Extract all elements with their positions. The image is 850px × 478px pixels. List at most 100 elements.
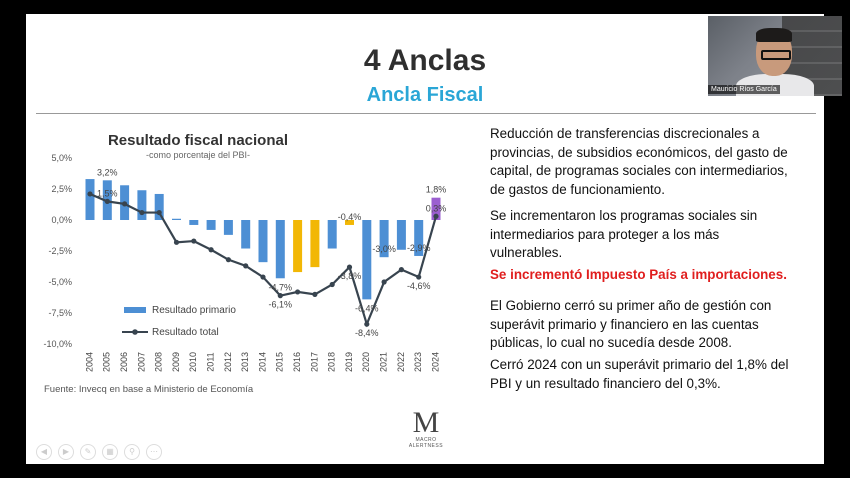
logo-mark: M <box>412 406 440 439</box>
point-total-2015 <box>277 293 283 299</box>
point-total-2017 <box>312 291 318 297</box>
data-label-total-2023: -4,6% <box>407 281 431 291</box>
bar-primario-2008 <box>154 193 164 220</box>
x-tick-label-2004: 2004 <box>84 352 94 372</box>
x-tick-label-2008: 2008 <box>154 352 164 372</box>
webcam-feed: Mauricio Ríos García <box>708 16 842 96</box>
point-total-2008 <box>156 209 162 216</box>
bullet-impuesto-pais: Se incrementó Impuesto País a importacio… <box>490 267 787 282</box>
point-total-2023 <box>416 274 422 280</box>
data-label-primario-2020: -6,4% <box>355 303 379 313</box>
legend-label-total: Resultado total <box>152 327 219 338</box>
x-tick-label-2014: 2014 <box>257 352 267 372</box>
point-total-2004 <box>87 191 93 197</box>
bar-primario-2017 <box>310 220 320 268</box>
zoom-icon[interactable]: ⚲ <box>124 444 140 460</box>
x-tick-label-2020: 2020 <box>361 352 371 372</box>
x-tick-label-2010: 2010 <box>188 352 198 372</box>
point-total-2021 <box>381 279 387 285</box>
y-tick-label: -7,5% <box>48 308 72 318</box>
y-tick-label: -10,0% <box>43 339 72 349</box>
x-tick-label-2018: 2018 <box>327 352 337 372</box>
previous-slide-icon[interactable]: ◀ <box>36 444 52 460</box>
bar-primario-2022 <box>396 220 406 250</box>
data-label-total-2020: -8,4% <box>355 328 379 338</box>
bar-primario-2011 <box>206 220 216 230</box>
data-label-primario-2019: -0,4% <box>338 212 362 222</box>
presentation-controls: ◀ ▶ ✎ ▦ ⚲ ⋯ <box>36 444 162 460</box>
x-tick-label-2011: 2011 <box>205 352 215 371</box>
presenter-glasses <box>761 50 791 60</box>
x-tick-label-2022: 2022 <box>396 352 406 372</box>
bar-primario-2020 <box>362 220 372 300</box>
point-total-2020 <box>364 321 370 327</box>
x-tick-label-2024: 2024 <box>430 352 440 372</box>
data-label-total-2024: 0,3% <box>426 203 447 213</box>
bar-primario-2018 <box>327 220 337 249</box>
more-options-icon[interactable]: ⋯ <box>146 444 162 460</box>
point-total-2013 <box>243 263 249 269</box>
data-label-total-2015: -6,1% <box>269 300 293 310</box>
bullet-cierre-2024: Cerró 2024 con un superávit primario del… <box>490 357 789 391</box>
y-tick-label: 2,5% <box>51 184 72 194</box>
data-label-primario-2023: -2,9% <box>407 243 431 253</box>
slide-subtitle: Ancla Fiscal <box>366 84 484 106</box>
pen-icon[interactable]: ✎ <box>80 444 96 460</box>
bar-primario-2024 <box>431 197 441 220</box>
point-total-2005 <box>104 198 110 204</box>
legend-label-primario: Resultado primario <box>152 305 236 316</box>
bar-primario-2019 <box>345 220 354 225</box>
data-label-primario-2005: 3,2% <box>97 167 118 177</box>
bar-primario-2010 <box>189 220 199 225</box>
next-slide-icon[interactable]: ▶ <box>58 444 74 460</box>
data-label-total-2019: -3,8% <box>338 271 362 281</box>
chart-source: Fuente: Invecq en base a Ministerio de E… <box>44 384 254 395</box>
slides-grid-icon[interactable]: ▦ <box>102 444 118 460</box>
chart-title: Resultado fiscal nacional <box>108 132 288 149</box>
y-tick-label: 5,0% <box>51 153 72 163</box>
x-tick-label-2021: 2021 <box>378 352 388 372</box>
webcam-name-tag: Mauricio Ríos García <box>708 85 780 94</box>
x-tick-label-2012: 2012 <box>223 352 233 372</box>
chart-subtitle: -como porcentaje del PBI- <box>146 150 250 160</box>
point-total-2019 <box>346 264 353 270</box>
bullet-superavit: El Gobierno cerró su primer año de gesti… <box>490 298 772 350</box>
x-tick-label-2006: 2006 <box>119 352 129 372</box>
x-tick-label-2005: 2005 <box>102 352 112 372</box>
point-total-2010 <box>191 238 197 244</box>
legend-swatch-primario <box>124 307 146 313</box>
bar-primario-2014 <box>258 220 268 263</box>
point-total-2011 <box>208 247 214 253</box>
slide: 4 Anclas Ancla Fiscal Resultado fiscal n… <box>26 14 824 464</box>
logo-text: MACRO ALERTNESS <box>408 437 444 449</box>
x-tick-label-2009: 2009 <box>171 352 181 372</box>
x-tick-label-2013: 2013 <box>240 352 250 372</box>
x-tick-label-2016: 2016 <box>292 352 302 372</box>
x-tick-label-2015: 2015 <box>275 352 285 372</box>
point-total-2006 <box>122 201 128 207</box>
point-total-2024 <box>433 213 439 219</box>
point-total-2012 <box>225 257 231 263</box>
y-tick-label: -5,0% <box>48 277 72 287</box>
data-label-primario-2021: -3,0% <box>372 244 396 254</box>
title-divider <box>36 113 816 114</box>
point-total-2014 <box>260 274 266 280</box>
bar-primario-2015 <box>275 220 285 279</box>
bar-primario-2009 <box>172 218 181 220</box>
legend-marker-total <box>132 329 138 335</box>
x-tick-label-2019: 2019 <box>344 352 354 372</box>
bar-primario-2021 <box>379 220 389 258</box>
bar-primario-2023 <box>414 220 424 256</box>
data-label-primario-2015: -4,7% <box>269 282 293 292</box>
company-logo: M MACRO ALERTNESS <box>398 406 454 450</box>
slide-title: 4 Anclas <box>363 44 487 77</box>
data-label-primario-2024: 1,8% <box>426 185 447 195</box>
x-tick-label-2007: 2007 <box>136 352 146 372</box>
bullet-reducciones: Reducción de transferencias discrecional… <box>490 126 788 197</box>
presenter-hair <box>756 28 792 42</box>
point-total-2022 <box>398 267 404 273</box>
fiscal-chart: Resultado fiscal nacional-como porcentaj… <box>43 132 447 395</box>
y-tick-label: -2,5% <box>48 246 72 256</box>
point-total-2007 <box>139 209 145 216</box>
y-tick-label: 0,0% <box>51 215 72 225</box>
